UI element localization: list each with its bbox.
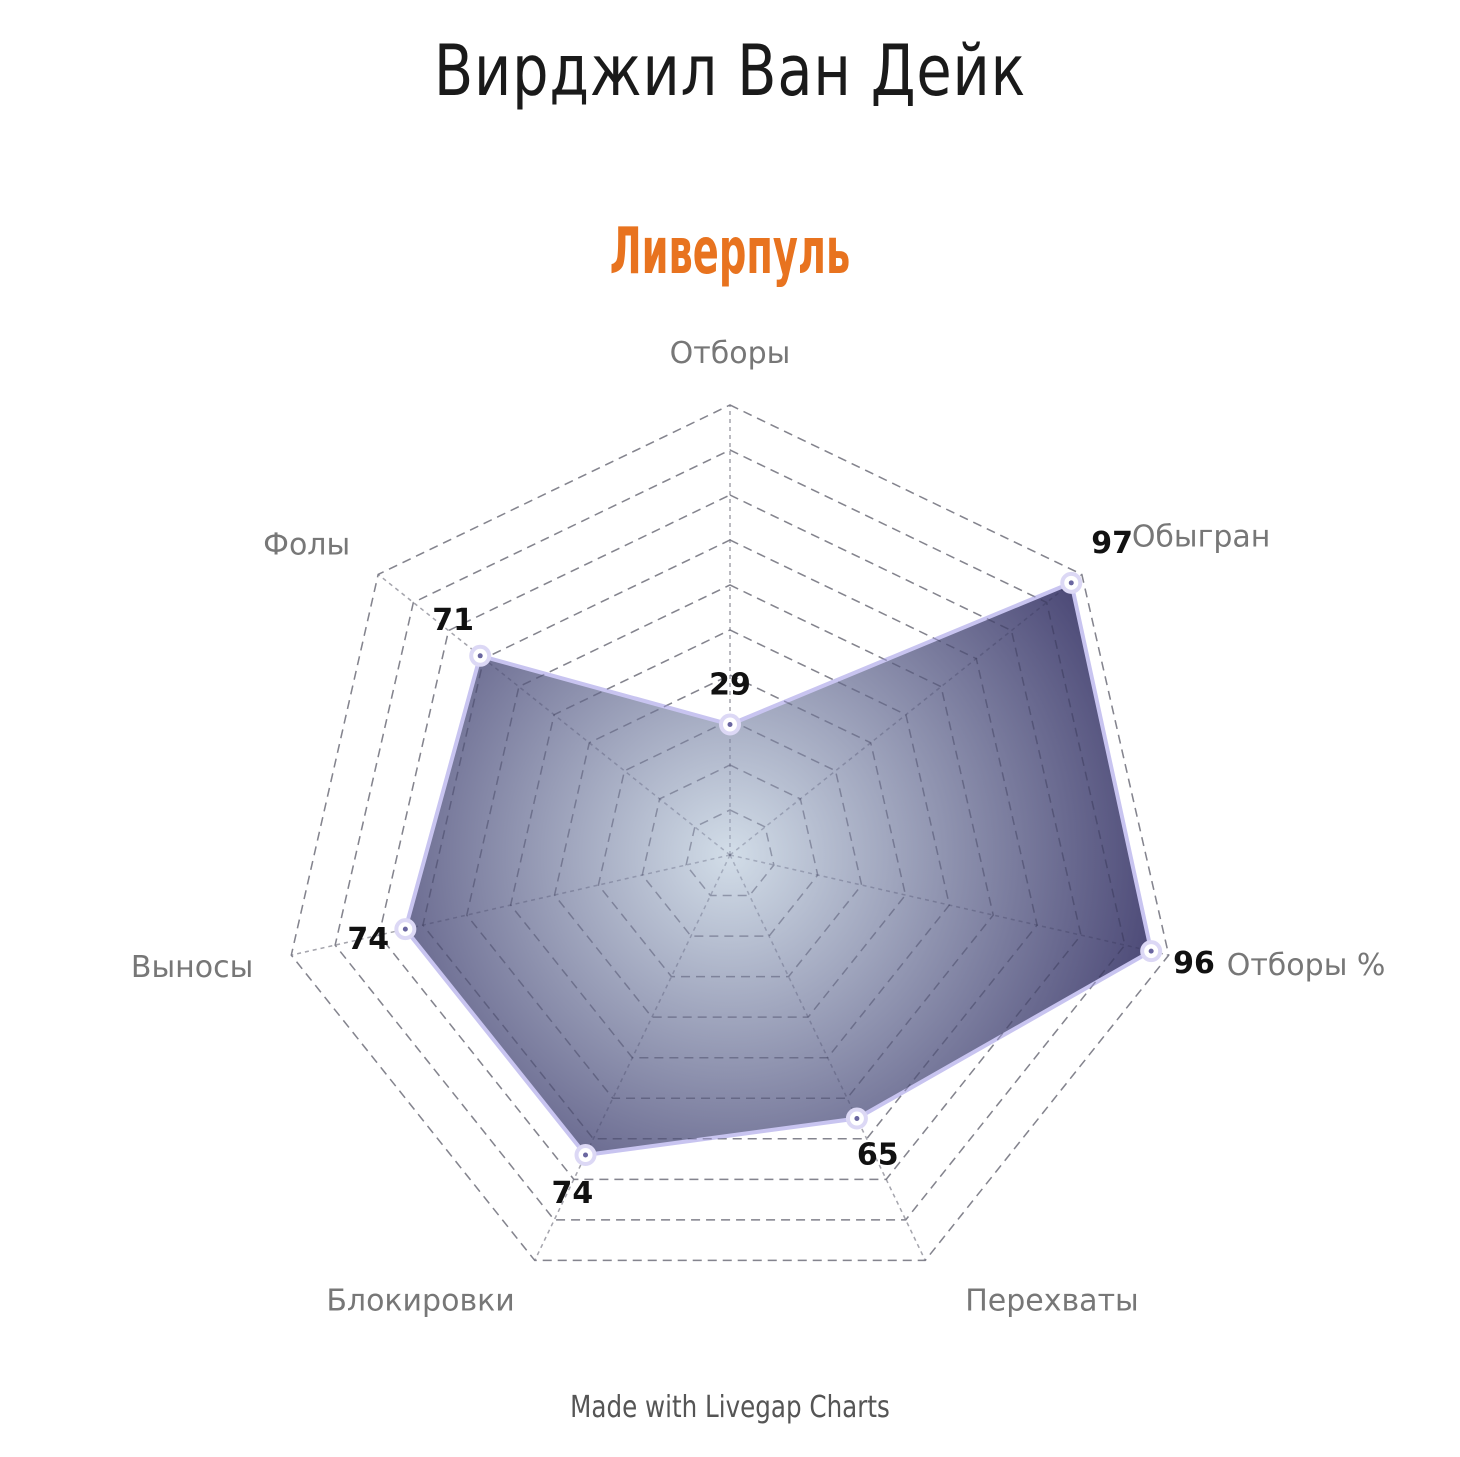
data-label: 97 (1091, 526, 1133, 561)
series-area (403, 580, 1154, 1158)
data-point-center (583, 1152, 589, 1158)
grid-spoke (291, 854, 731, 956)
data-label: 71 (432, 603, 474, 638)
grid-ring (509, 629, 951, 1059)
grid-ring (378, 494, 1082, 1181)
grid-ring (685, 809, 775, 897)
data-label: 96 (1173, 946, 1215, 981)
axis-label: Выносы (131, 950, 253, 985)
grid-ring (422, 539, 1038, 1140)
data-label: 74 (347, 922, 389, 957)
axis-label: Блокировки (326, 1283, 514, 1318)
data-point-center (1068, 580, 1074, 586)
data-label: 65 (857, 1138, 899, 1173)
radar-points (394, 571, 1163, 1167)
data-point-center (477, 653, 483, 659)
data-point-center (854, 1116, 860, 1122)
axis-label: Отборы % (1227, 948, 1386, 983)
data-point-center (727, 722, 733, 727)
radar-grid-overlay (290, 404, 1170, 1262)
grid-ring (465, 584, 995, 1100)
chart-subtitle: Ливерпуль (609, 215, 851, 289)
grid-ring (334, 449, 1126, 1221)
axis-label: Отборы (670, 336, 791, 371)
grid-ring (641, 764, 819, 937)
grid-ring (553, 674, 907, 1018)
grid-spoke (729, 854, 1169, 956)
data-point-center (402, 926, 408, 932)
data-label: 29 (709, 668, 751, 703)
grid-spoke (534, 854, 731, 1261)
axis-label: Перехваты (965, 1283, 1139, 1318)
chart-title: Вирджил Ван Дейк (433, 30, 1027, 112)
grid-spoke (729, 854, 926, 1261)
radar-series (403, 580, 1154, 1158)
axis-label: Фолы (263, 527, 350, 562)
grid-spoke (377, 573, 731, 856)
grid-ring (290, 404, 1170, 1262)
axis-label: Обыгран (1132, 519, 1271, 554)
grid-ring (290, 404, 1170, 1262)
grid-ring (597, 719, 863, 978)
radar-labels: Отборы Обыгран Отборы % Перехваты Блокировки… (131, 336, 1386, 1318)
made-with-credit: Made with Livegap Charts (570, 1390, 890, 1425)
grid-spoke (729, 573, 1083, 856)
data-label: 74 (552, 1176, 594, 1211)
data-point-center (1148, 948, 1154, 954)
